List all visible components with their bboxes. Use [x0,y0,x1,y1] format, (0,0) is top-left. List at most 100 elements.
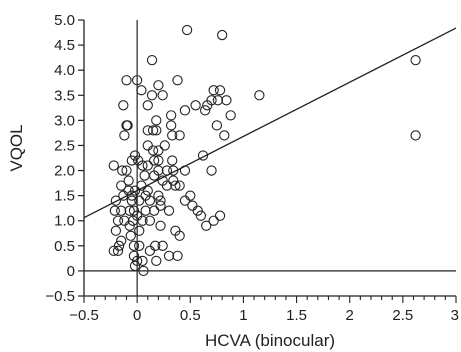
x-tick-label: 2 [346,307,354,324]
y-tick-label: 3.0 [54,112,75,129]
data-point [134,225,145,236]
data-point [110,195,122,206]
data-point [128,250,140,262]
data-point [151,125,162,136]
x-tick-label: 1 [239,307,247,324]
data-point [128,240,140,251]
y-tick-label: 1.5 [54,188,75,205]
x-tick-label: 0 [133,307,141,324]
data-point [142,125,153,136]
x-tick-label: 3 [451,307,459,324]
data-point [410,130,421,141]
x-tick-label: 2.5 [392,307,413,324]
data-point [142,100,153,111]
data-point [163,205,175,216]
data-point [134,195,145,206]
data-point [208,85,219,96]
data-point [124,205,135,216]
data-point [211,120,223,131]
data-point [121,165,132,176]
data-point [197,150,209,161]
data-point [214,210,226,221]
data-point [142,185,153,196]
data-point [116,180,127,191]
data-point [119,215,130,226]
x-tick-label: −0.5 [69,307,99,324]
data-point [144,215,156,226]
data-point [200,105,211,116]
data-point [124,220,135,231]
y-tick-label: 5.0 [54,12,75,29]
data-point [137,255,148,267]
data-point [142,160,153,171]
data-point [119,130,130,141]
data-point [126,195,137,206]
data-point [110,225,122,236]
data-point [167,130,178,141]
data-point [157,240,168,251]
data-point [206,165,217,176]
y-tick-label: 0.5 [54,238,75,255]
data-point [139,170,150,181]
data-point [129,185,141,196]
y-tick-label: 0 [67,263,75,280]
y-tick-label: −0.5 [45,288,75,305]
data-point [112,245,124,256]
data-point [148,155,160,166]
data-point [137,160,148,171]
data-point [166,120,177,131]
tick-labels: −0.5 0 0.5 1.0 1.5 2.0 2.5 3.0 3.5 4.0 4.5 5.0 −0.5 0… [45,12,459,324]
data-point [126,155,137,166]
data-point [170,180,181,191]
data-point [163,250,175,262]
data-point [208,215,219,226]
data-point [206,95,217,106]
data-point [214,85,226,96]
data-point [116,205,127,216]
data-point [150,240,161,251]
data-point [153,145,164,156]
data-point [151,255,162,267]
y-tick-label: 4.0 [54,62,75,79]
data-points [108,24,421,277]
data-point [212,95,224,106]
data-point [118,100,129,111]
data-point [155,200,166,211]
data-point [174,180,185,191]
data-point [155,195,166,206]
data-point [147,125,159,136]
data-point [109,205,120,216]
y-tick-label: 1.0 [54,213,75,230]
data-point [217,29,228,41]
data-point [128,205,140,216]
data-point [185,190,196,201]
data-point [161,180,173,191]
data-point [410,54,421,66]
data-point [116,235,127,246]
data-point [108,245,119,256]
data-point [153,165,164,176]
data-point [201,220,212,231]
y-tick-label: 3.5 [54,87,75,104]
data-point [174,230,185,241]
data-point [157,90,168,101]
data-point [123,175,134,186]
data-point [225,110,236,121]
data-point [122,120,133,131]
data-point [137,215,148,226]
y-axis-title: VQOL [7,124,26,171]
data-point [172,75,183,86]
data-point [168,175,179,186]
data-point [140,205,151,216]
data-point [153,190,164,201]
data-point [187,200,198,211]
axes [78,19,457,303]
data-point [159,140,170,151]
x-tick-label: 0.5 [180,307,201,324]
regression-line [83,27,457,219]
data-point [195,210,207,221]
data-point [142,140,153,151]
data-point [117,165,128,176]
data-point [136,85,147,96]
